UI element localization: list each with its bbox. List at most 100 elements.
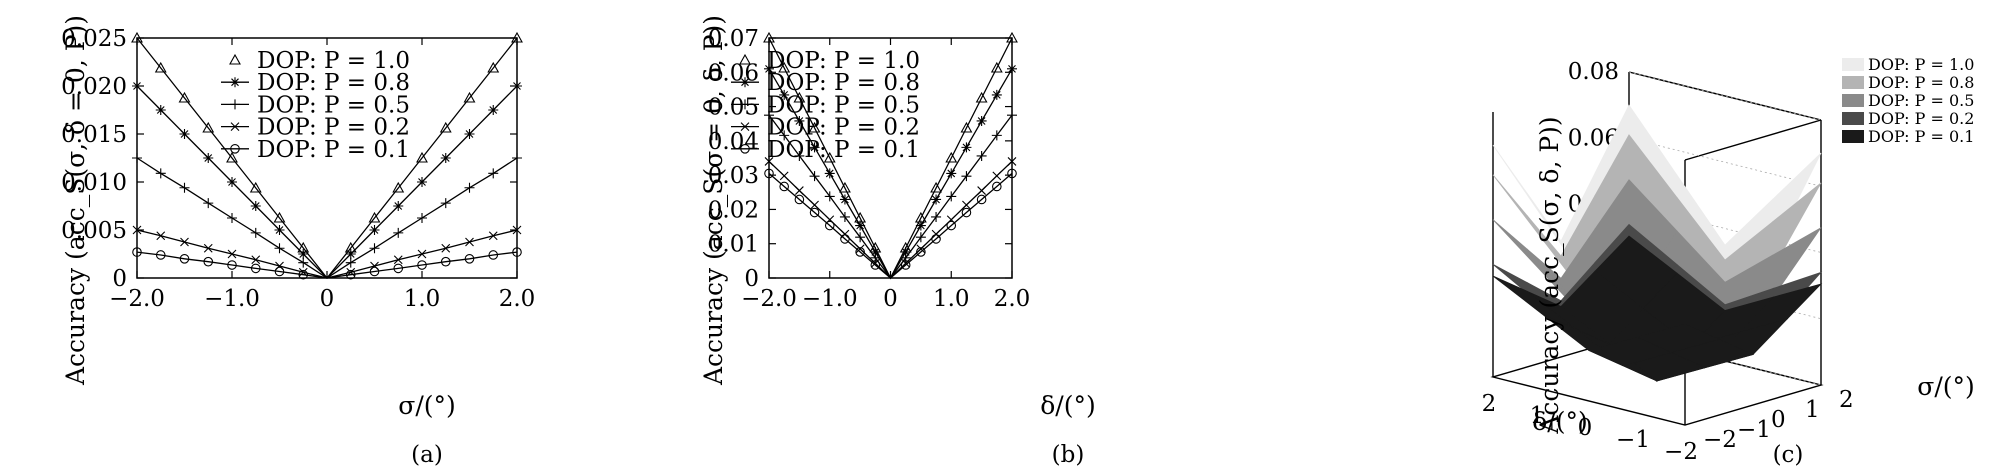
chart-b-point [1007, 63, 1017, 74]
chart-c-sigma-tick: −1 [1737, 417, 1771, 443]
chart-a-point [368, 211, 381, 223]
chart-b-point [976, 150, 987, 161]
chart-a-point [154, 61, 167, 73]
chart-a-point [226, 151, 238, 163]
chart-a-point [417, 260, 427, 270]
chart-c-legend-label: DOP: P = 0.1 [1868, 127, 1974, 146]
chart-b-point [975, 91, 988, 103]
chart-b-point [839, 211, 850, 222]
chart-b-point [794, 150, 805, 161]
chart-b-point [962, 200, 971, 210]
chart-b-caption: (b) [1052, 442, 1085, 468]
chart-c-delta-tick: −2 [1664, 439, 1698, 465]
chart-a-xtick-label: 1.0 [404, 286, 441, 312]
chart-c-delta-tick: −1 [1616, 427, 1650, 453]
chart-a-point [464, 129, 475, 139]
chart-a-legend-label: DOP: P = 0.2 [257, 115, 410, 141]
chart-a-point [393, 255, 403, 265]
chart-a-point [227, 249, 237, 259]
chart-b-point [961, 207, 972, 218]
chart-b-point [824, 168, 835, 179]
chart-a-point [155, 105, 166, 115]
chart-c-edge [1684, 119, 1822, 161]
chart-b-point [990, 61, 1003, 73]
chart-a-point [155, 250, 166, 260]
chart-a-legend-marker [230, 144, 240, 154]
chart-a-point [512, 247, 522, 257]
chart-b-legend-label: DOP: P = 0.1 [767, 137, 920, 163]
chart-a-point [179, 253, 190, 264]
chart-a-point [464, 253, 475, 264]
chart-a-point [488, 250, 499, 260]
chart-a-point [227, 177, 237, 187]
chart-a-point [369, 266, 380, 277]
chart-a-point [203, 153, 214, 163]
chart-a-point [275, 261, 284, 271]
chart-b-point [764, 168, 774, 179]
chart-b-legend-marker [740, 144, 750, 154]
chart-a-point [250, 201, 261, 211]
chart-b-point [916, 247, 926, 257]
chart-c-legend-swatch [1842, 58, 1864, 71]
chart-b-point [1006, 31, 1018, 43]
chart-a-ytick-label: 0.020 [61, 74, 127, 100]
chart-b-point [823, 151, 836, 163]
chart-c-delta-tick: 1 [1530, 403, 1545, 429]
chart-a-point [465, 237, 474, 247]
chart-c-legend-swatch [1842, 130, 1864, 143]
chart-a-point [180, 237, 189, 247]
chart-a-legend-marker [230, 99, 240, 110]
chart-a-legend-marker [230, 77, 240, 88]
chart-a-point [131, 31, 143, 43]
chart-a-point [227, 260, 237, 270]
chart-b-point [778, 61, 791, 73]
chart-b-series-line [768, 160, 1013, 279]
chart-a-point [203, 243, 213, 253]
chart-c-ztick-label: 0.08 [1568, 59, 1619, 85]
chart-a-legend-marker [229, 53, 241, 65]
chart-b-point [900, 260, 911, 270]
chart-a-point [512, 153, 522, 163]
chart-b-ylabel: Accuracy (acc_S(σ = 0, δ, P)) [699, 15, 728, 386]
chart-a-point [417, 213, 427, 223]
chart-a-point [274, 243, 285, 254]
chart-b-point [809, 142, 820, 153]
chart-a-point [273, 211, 286, 223]
chart-c-surface-patch [1492, 144, 1576, 264]
chart-c-surface [1492, 235, 1823, 382]
chart-b-point [779, 130, 790, 141]
chart-a-xtick-label: −2.0 [109, 286, 165, 312]
chart-a-point [370, 261, 379, 271]
chart-a-point [369, 243, 380, 254]
chart-a-xtick-label: 0 [320, 286, 335, 312]
chart-a-point [250, 263, 261, 274]
chart-b-legend-label: DOP: P = 0.8 [767, 70, 920, 96]
chart-b-ytick-label: 0.01 [708, 232, 759, 258]
chart-a-point [249, 181, 262, 193]
chart-a-point [155, 168, 166, 179]
chart-b-point [764, 110, 774, 121]
chart-a-legend-marker [230, 122, 240, 131]
chart-b-legend-marker [739, 53, 751, 65]
chart-a-point [345, 249, 356, 259]
chart-b-point [808, 121, 821, 133]
chart-b-point [794, 194, 805, 205]
chart-b-point [1007, 168, 1017, 179]
chart-b-point [1007, 110, 1017, 121]
chart-b-xtick-label: 1.0 [933, 286, 970, 312]
chart-b-point [931, 234, 941, 244]
chart-a-point [392, 181, 405, 193]
chart-b-point [915, 220, 926, 231]
chart-b-point [915, 232, 926, 243]
chart-c-surface-patch [1492, 174, 1576, 279]
chart-a-point [488, 168, 499, 179]
chart-a-point [393, 227, 404, 238]
chart-a-point [274, 266, 285, 277]
chart-b-point [931, 211, 942, 222]
chart-c-legend-label: DOP: P = 0.5 [1868, 91, 1974, 110]
chart-a-point [511, 31, 523, 43]
